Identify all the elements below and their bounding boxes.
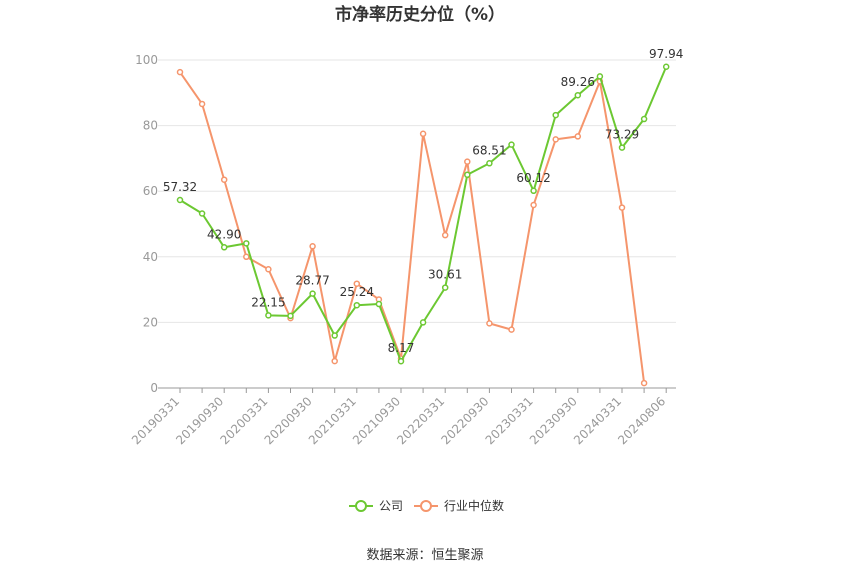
series-point-0 xyxy=(176,196,184,204)
series-point-1 xyxy=(220,176,228,183)
legend-label-company: 公司 xyxy=(379,499,403,513)
series-point-1 xyxy=(552,136,559,143)
series-point-1 xyxy=(243,253,250,261)
series-point-1 xyxy=(419,130,427,138)
series-point-0 xyxy=(397,357,405,365)
y-axis-ticks: 0 20 40 60 80 100 xyxy=(135,53,158,395)
series-point-1 xyxy=(530,201,537,209)
series-point-0 xyxy=(198,210,206,217)
data-label: 42.90 xyxy=(207,227,241,241)
legend[interactable]: 公司 行业中位数 xyxy=(349,498,504,513)
series-point-1 xyxy=(486,320,493,327)
series-point-1 xyxy=(508,326,515,333)
series-point-0 xyxy=(419,319,427,326)
legend-item-industry-median[interactable]: 行业中位数 xyxy=(414,498,504,513)
legend-item-company[interactable]: 公司 xyxy=(349,499,403,513)
series-point-0 xyxy=(331,332,338,339)
x-tick-label: 20240806 xyxy=(615,394,668,447)
data-label: 22.15 xyxy=(251,295,285,309)
legend-label-industry-median: 行业中位数 xyxy=(444,498,504,513)
y-tick-label: 60 xyxy=(143,184,158,198)
data-label: 89.26 xyxy=(561,75,595,89)
series-point-0 xyxy=(508,141,515,148)
series-point-1 xyxy=(176,68,184,76)
data-label: 97.94 xyxy=(649,47,683,61)
series-point-1 xyxy=(618,204,626,211)
series-point-1 xyxy=(640,379,648,387)
x-axis: 2019033120190930202003312020093020210331… xyxy=(129,387,676,447)
data-label: 68.51 xyxy=(472,143,506,157)
chart-title: 市净率历史分位（%） xyxy=(335,4,505,25)
series-group xyxy=(176,63,670,387)
series-point-0 xyxy=(287,312,294,320)
series-point-1 xyxy=(353,280,361,287)
y-tick-label: 80 xyxy=(143,119,158,133)
data-label: 28.77 xyxy=(295,274,329,288)
series-point-0 xyxy=(441,284,449,291)
series-point-0 xyxy=(640,115,648,123)
series-point-0 xyxy=(552,111,559,119)
series-point-0 xyxy=(486,160,493,167)
y-tick-label: 0 xyxy=(150,381,158,395)
data-label: 73.29 xyxy=(605,128,639,142)
series-point-0 xyxy=(375,300,383,308)
series-point-1 xyxy=(198,100,206,108)
series-point-0 xyxy=(662,63,670,71)
series-point-0 xyxy=(596,73,604,80)
series-point-0 xyxy=(220,244,228,251)
series-point-1 xyxy=(574,133,582,140)
series-point-1 xyxy=(441,231,449,239)
data-label: 8.17 xyxy=(388,341,415,355)
series-line-0 xyxy=(179,66,668,363)
data-label: 57.32 xyxy=(163,180,197,194)
data-labels: 57.32 42.90 22.15 28.77 25.24 8.17 30.61 68.51 6… xyxy=(163,47,684,355)
series-point-0 xyxy=(309,290,316,297)
series-point-1 xyxy=(265,266,272,273)
y-tick-label: 20 xyxy=(143,315,158,329)
data-label: 60.12 xyxy=(516,171,550,185)
data-label: 30.61 xyxy=(428,268,462,282)
series-point-0 xyxy=(530,187,537,195)
series-point-0 xyxy=(464,171,471,179)
series-point-1 xyxy=(464,158,471,165)
series-point-0 xyxy=(618,144,626,151)
series-point-0 xyxy=(353,301,361,309)
y-tick-label: 40 xyxy=(143,250,158,264)
series-point-0 xyxy=(574,91,582,99)
series-point-0 xyxy=(265,312,272,319)
y-tick-label: 100 xyxy=(135,53,158,67)
series-point-0 xyxy=(243,240,250,247)
series-point-1 xyxy=(309,243,316,250)
data-label: 25.24 xyxy=(340,285,374,299)
source-note: 数据来源：恒生聚源 xyxy=(366,548,483,563)
series-line-1 xyxy=(179,71,646,384)
series-point-1 xyxy=(331,357,338,365)
